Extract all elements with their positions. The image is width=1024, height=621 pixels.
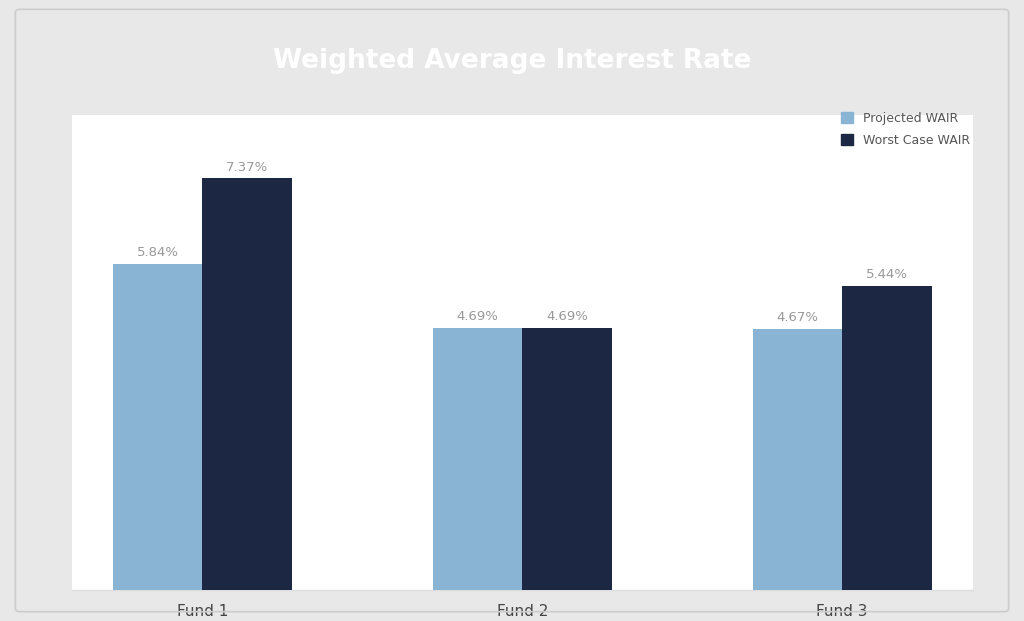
Text: 4.67%: 4.67% <box>776 312 818 324</box>
Bar <box>203 178 292 590</box>
Text: Weighted Average Interest Rate: Weighted Average Interest Rate <box>272 48 752 73</box>
Bar <box>113 263 203 590</box>
Text: 7.37%: 7.37% <box>226 161 268 173</box>
Text: 4.69%: 4.69% <box>457 310 499 324</box>
Bar <box>432 328 522 590</box>
Bar <box>753 329 842 590</box>
Legend: Projected WAIR, Worst Case WAIR: Projected WAIR, Worst Case WAIR <box>836 107 976 152</box>
Bar <box>522 328 612 590</box>
Bar <box>842 286 932 590</box>
Text: 5.44%: 5.44% <box>866 268 908 281</box>
Text: 4.69%: 4.69% <box>546 310 588 324</box>
Text: 5.84%: 5.84% <box>136 246 178 259</box>
